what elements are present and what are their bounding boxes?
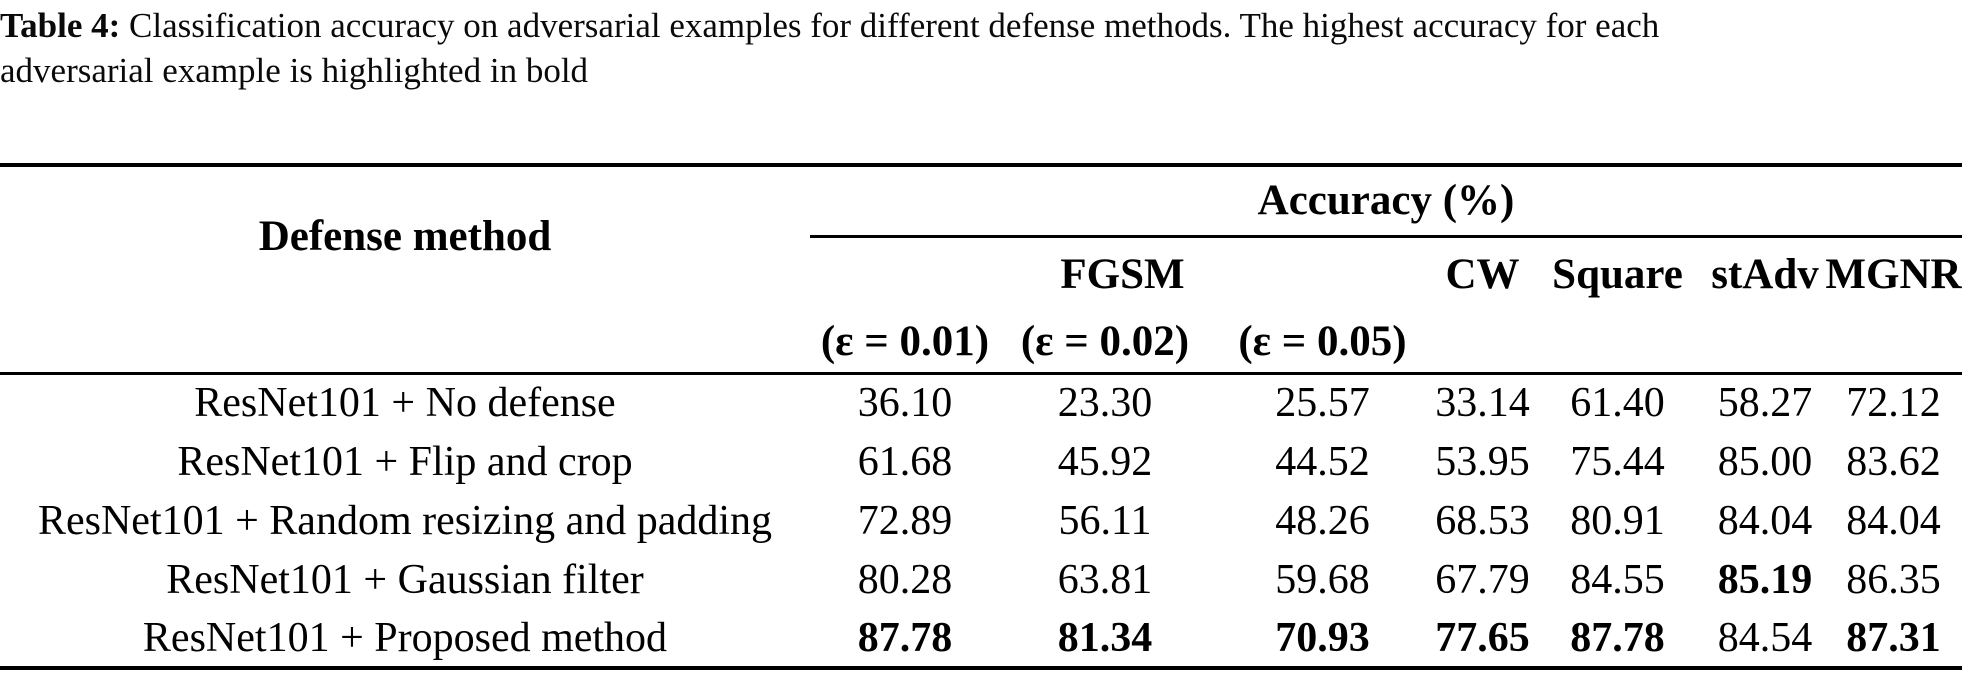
caption-line-2: adversarial example is highlighted in bo… (0, 48, 1962, 93)
value-cell: 23.30 (1057, 380, 1153, 427)
epsilon-002-header: (ε = 0.02) (1020, 318, 1190, 366)
value-cell: 61.40 (1570, 380, 1665, 427)
value-cell: 75.44 (1570, 438, 1665, 485)
defense-method-header: Defense method (258, 212, 552, 260)
value-cell: 25.57 (1275, 380, 1370, 427)
value-cell: 48.26 (1275, 497, 1370, 544)
value-cell: 36.10 (857, 380, 953, 427)
value-cell: 84.54 (1717, 614, 1813, 661)
cw-header: CW (1445, 251, 1520, 299)
header-row-epsilon: (ε = 0.01) (ε = 0.02) (ε = 0.05) (0, 312, 1962, 373)
table-body: ResNet101 + No defense 36.10 23.30 25.57 33.… (0, 373, 1962, 668)
header-row-attacks: FGSM CW Square stAdv MGNR (0, 236, 1962, 312)
fgsm-header: FGSM (1060, 251, 1185, 299)
value-cell: 33.14 (1435, 380, 1530, 427)
epsilon-005-header: (ε = 0.05) (1238, 318, 1407, 366)
value-cell: 67.79 (1435, 556, 1530, 603)
value-cell: 87.78 (857, 614, 953, 661)
table-row: ResNet101 + Random resizing and padding 7… (0, 491, 1962, 550)
epsilon-001-header: (ε = 0.01) (820, 318, 990, 366)
value-cell: 84.55 (1570, 556, 1665, 603)
value-cell: 85.19 (1717, 556, 1813, 603)
caption-line-1: Table 4: Classification accuracy on adve… (0, 3, 1962, 48)
paper-table-figure: Table 4: Classification accuracy on adve… (0, 3, 1962, 693)
caption-label: Table 4: (0, 6, 121, 45)
method-cell: ResNet101 + Proposed method (142, 614, 668, 661)
caption-text-2: adversarial example is highlighted in bo… (0, 51, 589, 90)
table-caption: Table 4: Classification accuracy on adve… (0, 3, 1962, 93)
method-cell: ResNet101 + Flip and crop (177, 438, 633, 485)
epsilon-row-spacer (1435, 312, 1962, 373)
results-table: Defense method Accuracy (%) FGSM CW Squa… (0, 163, 1962, 670)
header-row-top: Defense method Accuracy (%) (0, 165, 1962, 260)
value-cell: 53.95 (1435, 438, 1530, 485)
accuracy-header: Accuracy (%) (810, 165, 1962, 238)
value-cell: 87.31 (1846, 614, 1941, 661)
square-header: Square (1552, 251, 1683, 299)
table-row: ResNet101 + Flip and crop 61.68 45.92 44.52… (0, 432, 1962, 491)
value-cell: 72.89 (857, 497, 953, 544)
value-cell: 63.81 (1057, 556, 1153, 603)
value-cell: 84.04 (1717, 497, 1813, 544)
method-cell: ResNet101 + Random resizing and padding (37, 497, 773, 544)
value-cell: 59.68 (1275, 556, 1370, 603)
value-cell: 85.00 (1717, 438, 1813, 485)
value-cell: 80.28 (857, 556, 953, 603)
value-cell: 58.27 (1717, 380, 1813, 427)
value-cell: 45.92 (1057, 438, 1153, 485)
caption-text-1: Classification accuracy on adversarial e… (129, 6, 1660, 45)
value-cell: 70.93 (1275, 614, 1370, 661)
stadv-header: stAdv (1711, 251, 1819, 299)
value-cell: 81.34 (1057, 614, 1153, 661)
method-cell: ResNet101 + No defense (194, 380, 616, 427)
table-row: ResNet101 + No defense 36.10 23.30 25.57 33.… (0, 373, 1962, 432)
value-cell: 72.12 (1846, 380, 1941, 427)
value-cell: 44.52 (1275, 438, 1370, 485)
value-cell: 87.78 (1570, 614, 1665, 661)
table-row: ResNet101 + Proposed method 87.78 81.34 70.… (0, 609, 1962, 668)
table-row: ResNet101 + Gaussian filter 80.28 63.81 59.… (0, 550, 1962, 609)
value-cell: 80.91 (1570, 497, 1665, 544)
method-cell: ResNet101 + Gaussian filter (166, 556, 644, 603)
value-cell: 83.62 (1846, 438, 1941, 485)
value-cell: 84.04 (1846, 497, 1941, 544)
value-cell: 77.65 (1435, 614, 1530, 661)
value-cell: 56.11 (1058, 497, 1152, 544)
value-cell: 68.53 (1435, 497, 1530, 544)
mgnr-header: MGNR (1825, 251, 1962, 299)
value-cell: 61.68 (857, 438, 953, 485)
table-header: Defense method Accuracy (%) FGSM CW Squa… (0, 165, 1962, 373)
value-cell: 86.35 (1846, 556, 1941, 603)
